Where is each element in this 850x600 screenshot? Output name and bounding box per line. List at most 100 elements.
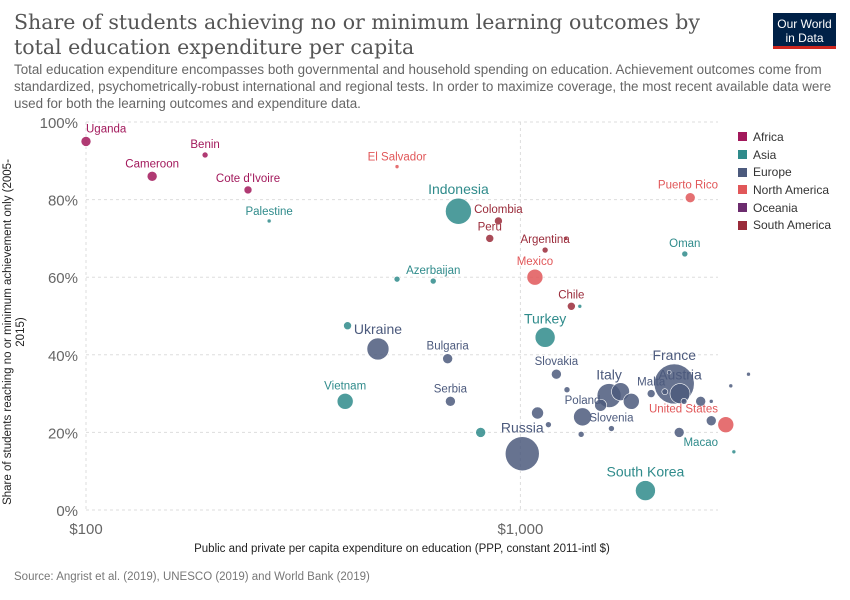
- data-point[interactable]: [366, 337, 390, 361]
- legend-item[interactable]: Africa: [738, 128, 848, 146]
- legend-item[interactable]: Oceania: [738, 199, 848, 217]
- legend-label: Africa: [753, 129, 784, 144]
- data-point[interactable]: [526, 268, 544, 286]
- logo-line-1: Our World: [777, 17, 832, 31]
- data-point[interactable]: [717, 416, 735, 433]
- data-point[interactable]: [661, 388, 669, 395]
- data-point[interactable]: [429, 277, 437, 285]
- legend-item[interactable]: South America: [738, 216, 848, 234]
- data-point[interactable]: [266, 218, 272, 224]
- data-point[interactable]: [545, 421, 552, 428]
- data-point[interactable]: [608, 425, 615, 432]
- legend: Africa Asia Europe North America Oceania Sout…: [738, 128, 848, 234]
- data-point[interactable]: [635, 480, 656, 501]
- data-point[interactable]: [728, 383, 734, 389]
- source-note[interactable]: Source: Angrist et al. (2019), UNESCO (2…: [14, 571, 370, 583]
- point-label: Benin: [190, 139, 219, 151]
- point-label: Slovakia: [535, 356, 579, 368]
- chart-title: Share of students achieving no or minimu…: [14, 10, 700, 59]
- point-labels: Uganda Benin Cameroon Cote d'Ivoire El Salva…: [86, 123, 718, 479]
- x-axis-label: Public and private per capita expenditur…: [194, 543, 610, 555]
- data-point[interactable]: [673, 427, 685, 438]
- point-label: Colombia: [474, 204, 523, 216]
- data-point[interactable]: [573, 407, 592, 427]
- y-tick-label: 40%: [48, 348, 78, 365]
- point-label: Austria: [658, 367, 702, 383]
- point-label: Macao: [683, 437, 718, 449]
- data-point[interactable]: [594, 398, 607, 412]
- point-label: Uganda: [86, 123, 127, 135]
- point-label: Chile: [558, 289, 584, 301]
- point-label: Oman: [669, 238, 700, 250]
- data-point[interactable]: [336, 393, 354, 410]
- data-point[interactable]: [442, 353, 453, 364]
- data-point[interactable]: [681, 250, 689, 258]
- point-label: Bulgaria: [427, 341, 470, 353]
- data-point[interactable]: [684, 192, 696, 203]
- data-point[interactable]: [563, 236, 568, 241]
- point-label: France: [652, 347, 696, 363]
- data-point[interactable]: [475, 427, 486, 438]
- data-point[interactable]: [445, 197, 472, 225]
- data-point[interactable]: [567, 301, 576, 311]
- data-point[interactable]: [494, 216, 503, 226]
- y-tick-label: 20%: [48, 425, 78, 442]
- y-tick-label: 0%: [56, 503, 78, 520]
- data-point[interactable]: [666, 369, 672, 375]
- legend-swatch: [738, 167, 747, 177]
- point-label: Poland: [565, 395, 601, 407]
- point-label: Turkey: [524, 310, 566, 326]
- point-label: Indonesia: [428, 181, 489, 197]
- data-point[interactable]: [746, 371, 751, 377]
- point-label: Argentina: [521, 234, 571, 246]
- point-label: United States: [649, 404, 718, 416]
- y-tick-label: 100%: [40, 115, 78, 132]
- data-point[interactable]: [680, 398, 688, 405]
- data-point[interactable]: [504, 436, 540, 472]
- data-point[interactable]: [708, 399, 714, 404]
- data-point[interactable]: [393, 275, 401, 283]
- logo-line-2: in Data: [785, 31, 824, 45]
- point-label: Cote d'Ivoire: [216, 173, 280, 185]
- data-point[interactable]: [445, 396, 456, 407]
- legend-item[interactable]: Europe: [738, 163, 848, 181]
- data-point[interactable]: [541, 246, 549, 254]
- point-label: Vietnam: [324, 380, 366, 392]
- data-point[interactable]: [695, 396, 706, 407]
- data-point[interactable]: [531, 406, 544, 420]
- data-point[interactable]: [485, 234, 495, 243]
- data-point[interactable]: [577, 431, 585, 438]
- x-tick-label: $100: [69, 521, 102, 538]
- point-label: Russia: [501, 420, 544, 436]
- axis-ticks: 0% 20% 40% 60% 80% 100% $100 $1,000: [40, 115, 544, 538]
- data-point[interactable]: [563, 386, 571, 394]
- legend-item[interactable]: Asia: [738, 146, 848, 164]
- point-label: Mexico: [517, 256, 553, 268]
- legend-swatch: [738, 220, 747, 230]
- owid-logo[interactable]: Our World in Data: [773, 13, 836, 49]
- legend-swatch: [738, 132, 747, 142]
- data-point[interactable]: [705, 415, 717, 427]
- data-point[interactable]: [394, 164, 400, 169]
- data-point[interactable]: [534, 327, 556, 348]
- data-point[interactable]: [243, 185, 253, 195]
- legend-swatch: [738, 185, 747, 195]
- data-point[interactable]: [80, 136, 92, 147]
- data-point[interactable]: [343, 321, 352, 331]
- data-point[interactable]: [623, 393, 640, 410]
- legend-label: Oceania: [753, 200, 798, 215]
- data-point[interactable]: [201, 151, 209, 159]
- data-point[interactable]: [551, 368, 562, 380]
- legend-swatch: [738, 203, 747, 213]
- point-label: South Korea: [607, 464, 685, 480]
- y-axis-label: Share of students reaching no or minimum…: [2, 159, 27, 505]
- data-point[interactable]: [731, 449, 737, 455]
- data-point[interactable]: [577, 303, 583, 309]
- data-point[interactable]: [146, 171, 158, 182]
- legend-label: North America: [753, 182, 830, 197]
- x-tick-label: $1,000: [497, 521, 543, 538]
- point-label: Peru: [478, 221, 502, 233]
- data-point[interactable]: [646, 389, 656, 398]
- legend-item[interactable]: North America: [738, 181, 848, 199]
